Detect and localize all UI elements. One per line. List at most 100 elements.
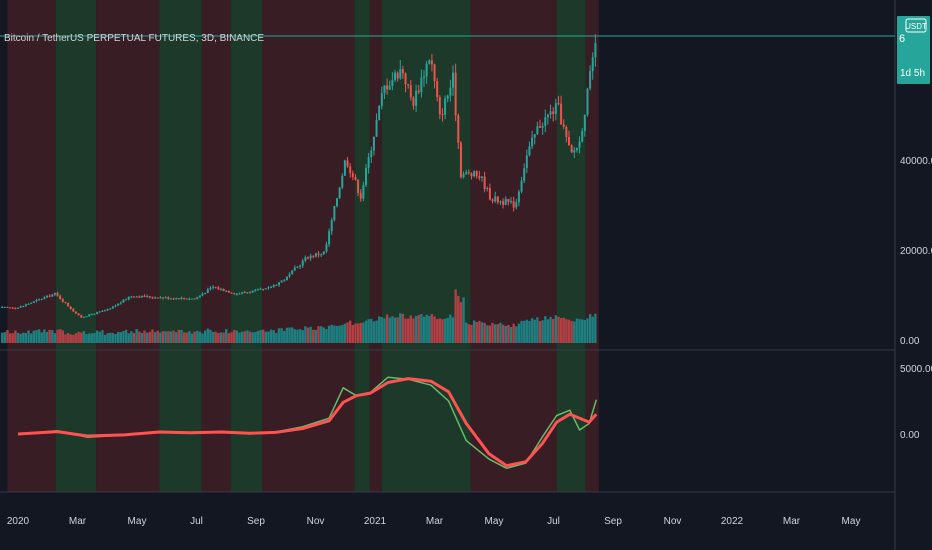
volume-bar <box>225 329 228 343</box>
candle-body <box>135 296 138 298</box>
volume-bar <box>396 317 399 343</box>
background-zone-bull <box>55 0 97 492</box>
volume-bar <box>296 329 299 343</box>
candle-body <box>536 126 539 135</box>
candle-body <box>148 296 151 298</box>
candlesticks <box>1 34 597 319</box>
time-axis[interactable]: 2020 Mar May Jul Sep Nov 2021 Mar May Jul Sep Nov 20… <box>7 516 861 527</box>
volume-bar <box>528 320 531 343</box>
volume-bar <box>151 329 154 343</box>
candle-body <box>528 146 531 156</box>
volume-bar <box>580 319 584 343</box>
volume-bar <box>319 326 323 343</box>
volume-bar <box>317 326 320 343</box>
candle-body <box>159 297 162 299</box>
candle-body <box>251 290 254 293</box>
time-tick-label: May <box>485 516 504 527</box>
candle-body <box>162 297 165 299</box>
candle-body <box>380 93 383 106</box>
candle-body <box>325 244 328 252</box>
volume-bar <box>190 333 194 343</box>
candle-body <box>314 253 317 257</box>
candle-body <box>449 87 452 96</box>
candle-body <box>502 201 505 205</box>
volume-bar <box>77 331 80 343</box>
time-tick-label: 2022 <box>721 516 744 527</box>
volume-bar <box>512 323 515 343</box>
volume-bar <box>375 320 378 343</box>
volume-bar <box>185 332 188 343</box>
volume-bar <box>312 329 315 343</box>
candle-body <box>9 307 12 309</box>
volume-bar <box>16 332 20 343</box>
candle-body <box>309 255 312 259</box>
volume-bar <box>573 321 576 343</box>
candle-body <box>351 173 354 177</box>
candle-body <box>283 280 286 282</box>
volume-bar <box>470 324 473 343</box>
candle-body <box>444 98 447 115</box>
candle-body <box>285 276 288 281</box>
volume-bar <box>586 318 589 343</box>
candle-body <box>196 296 199 299</box>
oscillator-axis[interactable]: 0.00 5000.00 <box>900 364 932 441</box>
volume-bar <box>507 324 510 343</box>
volume-bar <box>443 318 447 343</box>
candle-body <box>383 85 386 94</box>
volume-bar <box>409 315 413 343</box>
candle-body <box>53 292 56 295</box>
candle-body <box>428 60 431 64</box>
candle-body <box>35 300 38 302</box>
volume-bar <box>370 318 373 343</box>
price-tick-label: 0.00 <box>900 336 920 347</box>
volume-bar <box>188 331 191 343</box>
candle-body <box>167 297 170 299</box>
volume-bar <box>219 332 223 343</box>
volume-bar <box>483 322 486 343</box>
time-tick-label: Jul <box>190 516 203 527</box>
volume-bar <box>391 316 394 343</box>
volume-bar <box>367 319 370 343</box>
candle-body <box>193 298 196 300</box>
candle-body <box>349 166 352 174</box>
candle-body <box>544 117 547 126</box>
candle-body <box>183 297 186 299</box>
volume-bar <box>588 314 592 343</box>
price-tick-label: 40000.00 <box>900 156 932 167</box>
candle-body <box>185 298 188 300</box>
volume-bar <box>217 332 220 343</box>
candle-body <box>56 292 59 296</box>
candle-body <box>138 296 141 298</box>
volume-bar <box>69 334 72 343</box>
volume-bar <box>153 332 157 343</box>
volume-bar <box>298 329 302 343</box>
candle-body <box>549 111 552 115</box>
time-tick-label: Mar <box>426 516 444 527</box>
candle-body <box>470 173 473 177</box>
background-zone-bull <box>354 0 370 492</box>
price-axis[interactable]: 0.00 20000.00 40000.00 <box>900 156 932 347</box>
volume-bar <box>551 319 555 343</box>
candle-body <box>256 289 259 291</box>
volume-bar <box>43 329 46 343</box>
candle-body <box>177 298 180 300</box>
oscillator-lines <box>17 376 598 470</box>
volume-bar <box>40 332 43 343</box>
volume-bar <box>159 332 162 343</box>
volume-bar <box>283 331 286 343</box>
volume-bar <box>559 318 563 343</box>
volume-bar <box>51 330 54 343</box>
volume-bar <box>114 334 117 343</box>
candle-body <box>459 142 462 178</box>
volume-bar <box>285 327 289 343</box>
candle-body <box>206 289 209 294</box>
volume-bar <box>177 329 181 343</box>
background-zone-bear <box>369 0 382 492</box>
volume-bar <box>227 333 231 343</box>
volume-bar <box>164 331 167 343</box>
volume-bar <box>61 330 65 343</box>
volume-bar <box>66 333 70 343</box>
volume-bar <box>288 327 291 343</box>
candle-body <box>573 150 576 153</box>
